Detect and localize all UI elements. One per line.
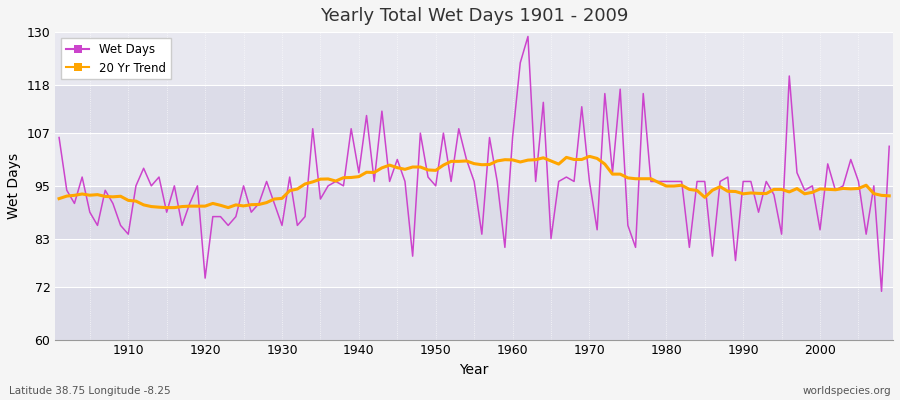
- Bar: [55, 85, 893, 133]
- X-axis label: Year: Year: [460, 363, 489, 377]
- Text: worldspecies.org: worldspecies.org: [803, 386, 891, 396]
- 20 Yr Trend: [292, 186, 302, 191]
- 20 Yr Trend: [161, 205, 172, 210]
- Bar: [55, 287, 893, 340]
- Wet Days: [876, 289, 886, 294]
- 20 Yr Trend: [615, 172, 626, 176]
- Wet Days: [330, 179, 341, 184]
- Bar: [55, 186, 893, 238]
- Title: Yearly Total Wet Days 1901 - 2009: Yearly Total Wet Days 1901 - 2009: [320, 7, 628, 25]
- Wet Days: [115, 223, 126, 228]
- Wet Days: [284, 175, 295, 180]
- Y-axis label: Wet Days: Wet Days: [7, 153, 21, 219]
- 20 Yr Trend: [338, 175, 349, 180]
- Wet Days: [608, 170, 618, 175]
- Wet Days: [523, 34, 534, 39]
- Wet Days: [500, 245, 510, 250]
- Line: Wet Days: Wet Days: [59, 36, 889, 291]
- Wet Days: [54, 135, 65, 140]
- Bar: [55, 32, 893, 85]
- 20 Yr Trend: [54, 196, 65, 201]
- Wet Days: [508, 135, 518, 140]
- Bar: [55, 238, 893, 287]
- 20 Yr Trend: [508, 158, 518, 162]
- Wet Days: [884, 144, 895, 149]
- 20 Yr Trend: [115, 194, 126, 199]
- Legend: Wet Days, 20 Yr Trend: Wet Days, 20 Yr Trend: [61, 38, 171, 79]
- 20 Yr Trend: [584, 154, 595, 159]
- 20 Yr Trend: [515, 160, 526, 164]
- Text: Latitude 38.75 Longitude -8.25: Latitude 38.75 Longitude -8.25: [9, 386, 171, 396]
- Line: 20 Yr Trend: 20 Yr Trend: [59, 156, 889, 208]
- 20 Yr Trend: [884, 194, 895, 198]
- Bar: [55, 133, 893, 186]
